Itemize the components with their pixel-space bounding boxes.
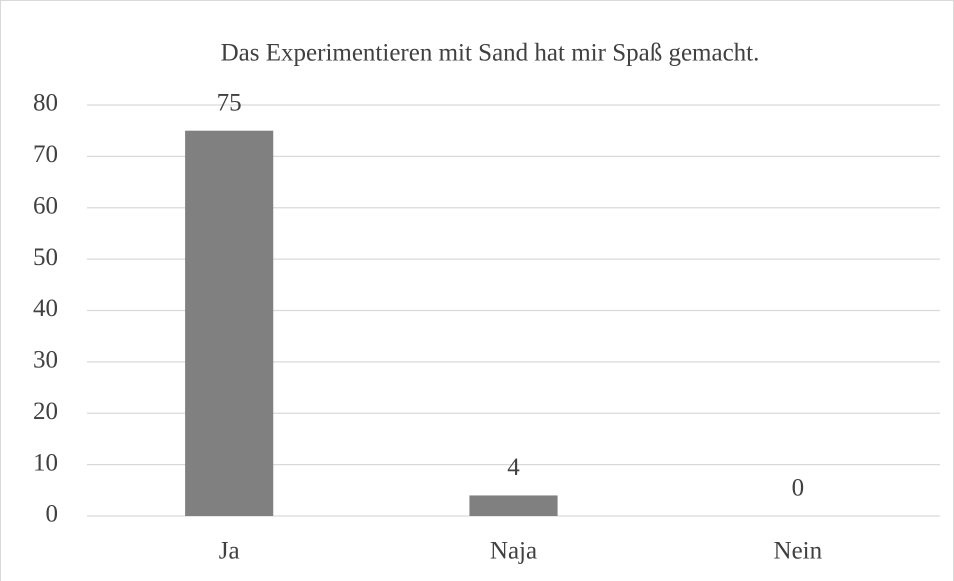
y-tick-label: 70 [33,141,58,168]
data-label: 0 [792,475,805,502]
y-tick-label: 30 [33,347,58,374]
y-tick-label: 10 [33,449,58,476]
y-tick-label: 0 [46,501,59,528]
y-tick-label: 60 [33,192,58,219]
chart-title: Das Experimentieren mit Sand hat mir Spa… [221,40,760,67]
bar [469,495,558,516]
data-label: 75 [217,89,242,116]
y-tick-label: 20 [33,398,58,425]
y-tick-label: 50 [33,244,58,271]
x-tick-label: Nein [774,538,823,565]
y-tick-label: 40 [33,295,58,322]
y-tick-label: 80 [33,90,58,117]
x-tick-label: Ja [219,538,240,565]
bar [185,130,274,516]
x-tick-label: Naja [490,538,537,565]
data-label: 4 [507,454,520,481]
